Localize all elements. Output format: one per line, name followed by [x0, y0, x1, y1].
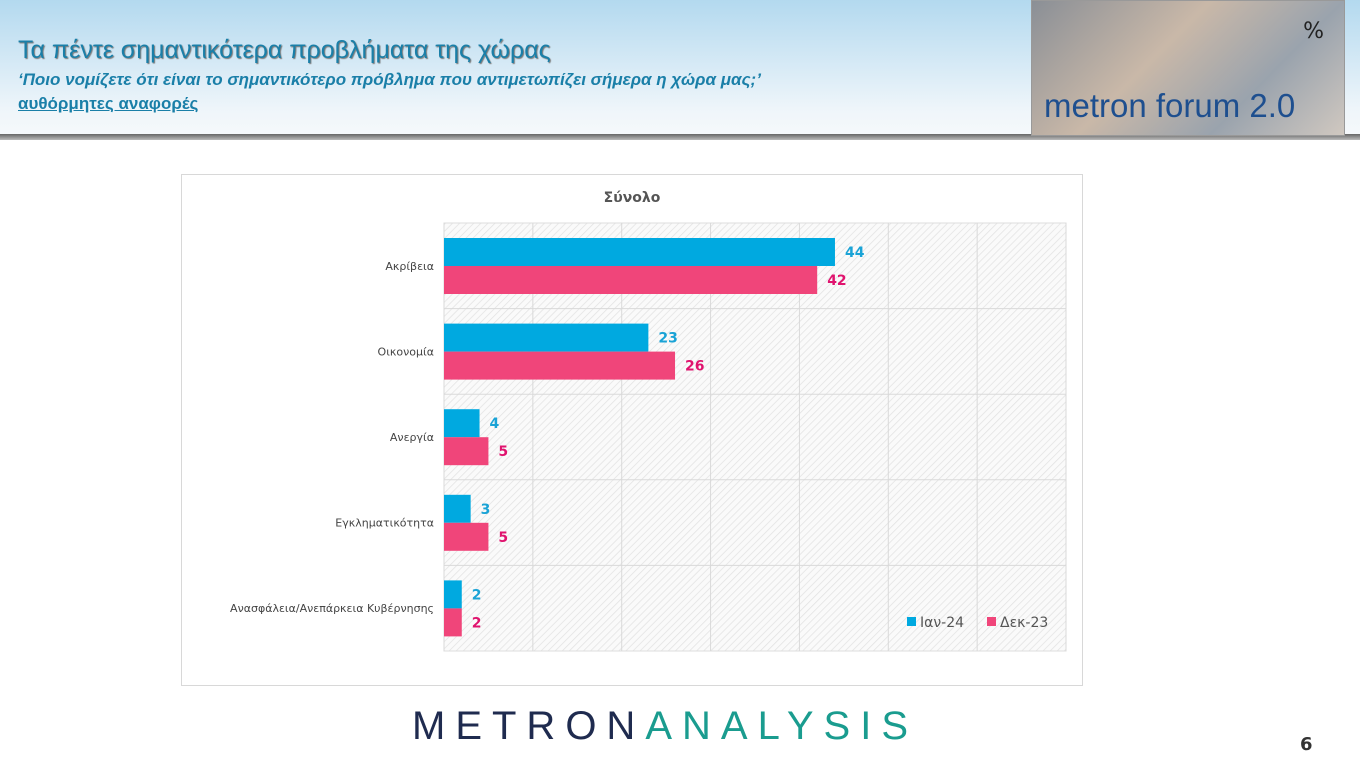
chart-card: Σύνολο Ακρίβεια 44 42 Οικονομία 23 26 Ανεργία 4… [181, 174, 1083, 686]
legend-swatch [907, 617, 916, 626]
page-title: Τα πέντε σημαντικότερα προβλήματα της χώ… [18, 36, 551, 64]
data-label: 26 [685, 359, 704, 375]
data-label: 5 [498, 444, 508, 460]
logo-part-analysis: ANALYSIS [645, 704, 919, 748]
legend-swatch [987, 617, 996, 626]
data-label: 5 [498, 530, 508, 546]
legend-label: Ιαν-24 [920, 615, 964, 631]
page-number: 6 [1300, 734, 1313, 755]
category-label: Ανεργία [390, 431, 434, 444]
bar [444, 266, 818, 294]
forum-logo-text: metron forum 2.0 [1044, 87, 1296, 124]
data-label: 2 [472, 587, 482, 603]
question-subtitle: ‘Ποιο νομίζετε ότι είναι το σημαντικότερ… [18, 70, 761, 89]
plot-area [443, 222, 1067, 652]
bar [444, 409, 480, 438]
bar [444, 608, 462, 637]
bar [444, 494, 471, 523]
bar [444, 238, 835, 266]
metron-forum-logo: % metron forum 2.0 [1031, 0, 1345, 136]
bar [444, 580, 462, 609]
logo-part-metron: METRON [412, 704, 646, 748]
percent-symbol: % [1303, 19, 1324, 44]
category-label: Ακρίβεια [385, 260, 434, 273]
bar [444, 437, 489, 466]
data-label: 44 [845, 245, 865, 261]
category-label: Ανασφάλεια/Ανεπάρκεια Κυβέρνησης [230, 602, 434, 615]
data-label: 2 [472, 615, 482, 631]
data-label: 42 [827, 273, 846, 289]
header-divider [0, 134, 1360, 140]
bar [444, 323, 649, 352]
bar-chart: Σύνολο Ακρίβεια4442Οικονομία2326Ανεργία4… [230, 190, 1067, 652]
data-label: 23 [658, 331, 677, 347]
data-label: 4 [490, 416, 500, 432]
data-label: 3 [481, 502, 491, 518]
bar [444, 351, 676, 380]
legend-label: Δεκ-23 [1000, 615, 1048, 631]
bar [444, 522, 489, 551]
response-note: αυθόρμητες αναφορές [18, 94, 199, 113]
chart-title: Σύνολο [604, 190, 661, 206]
metron-analysis-logo: METRONANALYSIS [412, 704, 918, 749]
category-label: Οικονομία [378, 345, 434, 358]
category-label: Εγκληματικότητα [335, 517, 434, 530]
